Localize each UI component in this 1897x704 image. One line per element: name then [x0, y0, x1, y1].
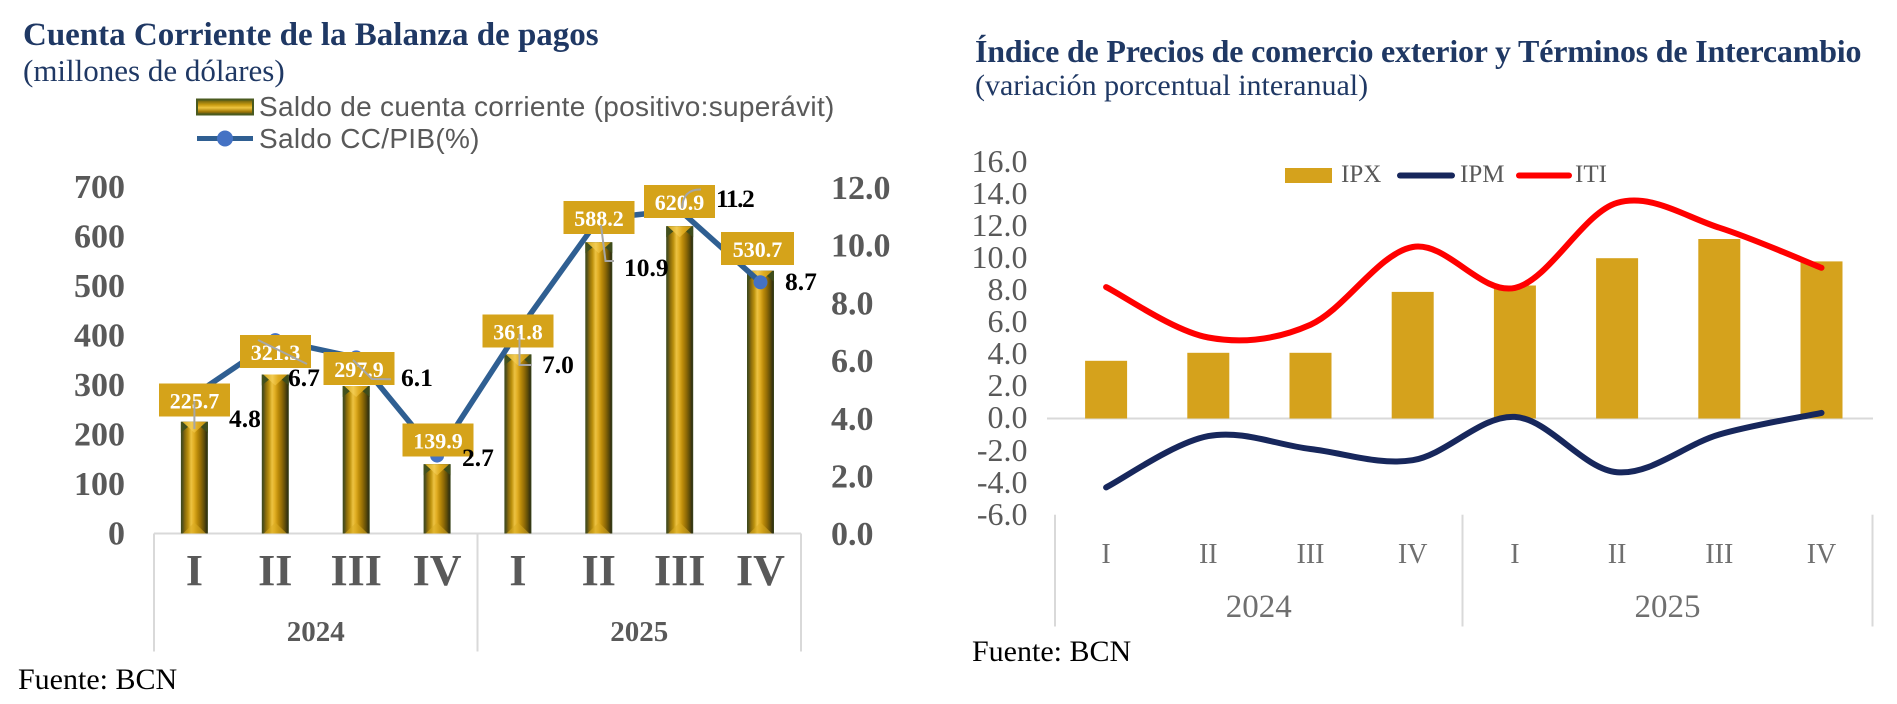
svg-text:III: III: [1705, 539, 1733, 570]
svg-text:11.2: 11.2: [716, 184, 754, 213]
svg-text:III: III: [654, 546, 705, 595]
svg-text:700: 700: [74, 169, 125, 206]
svg-text:297.9: 297.9: [334, 357, 384, 382]
svg-text:4.0: 4.0: [831, 401, 874, 438]
svg-text:III: III: [1297, 539, 1325, 570]
svg-text:530.7: 530.7: [733, 237, 783, 262]
svg-text:ITI: ITI: [1575, 161, 1607, 188]
svg-text:Saldo de cuenta corriente (pos: Saldo de cuenta corriente (positivo:supe…: [259, 91, 835, 122]
svg-text:0.0: 0.0: [988, 399, 1028, 435]
svg-text:2024: 2024: [287, 616, 345, 648]
svg-text:I: I: [1101, 539, 1110, 570]
svg-text:588.2: 588.2: [574, 206, 624, 231]
svg-text:7.0: 7.0: [542, 350, 574, 379]
svg-text:16.0: 16.0: [972, 143, 1028, 179]
svg-text:361.8: 361.8: [493, 320, 543, 345]
svg-text:(variación porcentual interanu: (variación porcentual interanual): [975, 69, 1368, 102]
svg-text:-6.0: -6.0: [977, 496, 1028, 532]
svg-text:-2.0: -2.0: [977, 432, 1028, 468]
svg-text:6.0: 6.0: [988, 303, 1028, 339]
svg-text:Cuenta Corriente de la Balanza: Cuenta Corriente de la Balanza de pagos: [23, 17, 599, 53]
svg-text:400: 400: [74, 318, 125, 355]
svg-text:4.8: 4.8: [229, 404, 261, 433]
svg-text:8.0: 8.0: [831, 286, 874, 323]
svg-text:300: 300: [74, 367, 125, 404]
svg-text:600: 600: [74, 219, 125, 256]
svg-text:10.9: 10.9: [624, 253, 669, 282]
svg-text:8.7: 8.7: [785, 267, 817, 296]
svg-text:4.0: 4.0: [988, 335, 1028, 371]
svg-text:IPM: IPM: [1460, 161, 1504, 188]
svg-text:IV: IV: [1807, 539, 1837, 570]
svg-text:321.3: 321.3: [251, 340, 301, 365]
svg-text:2025: 2025: [610, 616, 668, 648]
svg-text:-4.0: -4.0: [977, 464, 1028, 500]
svg-text:14.0: 14.0: [972, 175, 1028, 211]
svg-text:Índice de Precios de comercio: Índice de Precios de comercio exterior y…: [975, 33, 1861, 69]
svg-text:IV: IV: [1398, 539, 1428, 570]
svg-text:IV: IV: [413, 546, 462, 595]
svg-text:8.0: 8.0: [988, 271, 1028, 307]
svg-text:2024: 2024: [1226, 589, 1292, 625]
svg-text:12.0: 12.0: [972, 207, 1028, 243]
svg-text:II: II: [582, 546, 616, 595]
svg-text:139.9: 139.9: [413, 429, 463, 454]
svg-text:620.9: 620.9: [655, 190, 705, 215]
svg-text:2025: 2025: [1635, 589, 1701, 625]
svg-text:Saldo CC/PIB(%): Saldo CC/PIB(%): [259, 123, 480, 154]
svg-text:0: 0: [108, 516, 125, 553]
svg-text:500: 500: [74, 268, 125, 305]
svg-text:I: I: [186, 546, 203, 595]
svg-text:0.0: 0.0: [831, 516, 874, 553]
svg-text:200: 200: [74, 417, 125, 454]
svg-text:2.0: 2.0: [988, 367, 1028, 403]
svg-text:IV: IV: [736, 546, 785, 595]
svg-text:100: 100: [74, 466, 125, 503]
svg-text:II: II: [258, 546, 292, 595]
svg-text:IPX: IPX: [1341, 161, 1381, 188]
svg-text:10.0: 10.0: [831, 228, 891, 265]
svg-text:III: III: [331, 546, 382, 595]
svg-text:I: I: [509, 546, 526, 595]
svg-text:2.7: 2.7: [462, 443, 494, 472]
svg-text:Fuente: BCN: Fuente: BCN: [18, 663, 177, 696]
svg-text:6.1: 6.1: [401, 363, 433, 392]
svg-text:II: II: [1199, 539, 1218, 570]
svg-text:(millones de dólares): (millones de dólares): [23, 53, 285, 88]
svg-text:12.0: 12.0: [831, 170, 891, 207]
svg-text:2.0: 2.0: [831, 459, 874, 496]
svg-text:10.0: 10.0: [972, 239, 1028, 275]
svg-text:II: II: [1608, 539, 1627, 570]
svg-text:I: I: [1510, 539, 1519, 570]
svg-text:Fuente: BCN: Fuente: BCN: [972, 635, 1131, 668]
svg-text:6.0: 6.0: [831, 343, 874, 380]
svg-text:6.7: 6.7: [288, 363, 320, 392]
